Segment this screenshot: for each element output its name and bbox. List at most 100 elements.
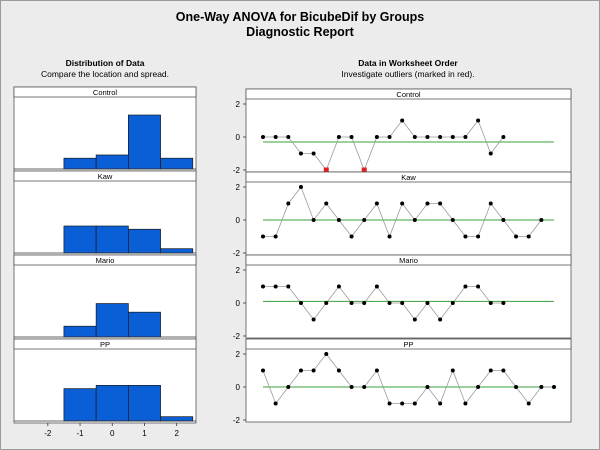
series-point [501, 368, 506, 373]
series-panel-control: Control 2 0 -2 [233, 88, 572, 175]
series-point [463, 135, 468, 139]
series-point [476, 234, 481, 239]
histogram-bar [63, 388, 97, 422]
series-point [298, 185, 303, 189]
series-point [374, 368, 379, 373]
series-y-tick-label: 0 [236, 216, 241, 225]
series-point [336, 368, 341, 373]
series-point [450, 135, 455, 139]
series-y-tick-label: -2 [233, 249, 241, 258]
series-point [526, 234, 531, 239]
histogram-bar [160, 157, 194, 170]
histogram-panel-pp: PP [13, 338, 197, 424]
series-point [286, 284, 291, 289]
series-strip-label: Kaw [401, 173, 416, 182]
series-panel-frame [245, 338, 572, 423]
series-panel-frame [245, 88, 572, 173]
worksheet-order-section-subtitle: Investigate outliers (marked in red). [341, 69, 474, 79]
histogram-bar [95, 303, 129, 338]
histogram-x-tick-label: -1 [76, 429, 84, 438]
histogram-bar [95, 385, 129, 422]
series-point [387, 301, 392, 305]
series-point [463, 234, 468, 239]
series-strip [245, 171, 572, 183]
series-point [374, 201, 379, 206]
series-point [349, 234, 354, 239]
series-panel-pp: PP 2 0 -2 [233, 338, 572, 425]
series-point [349, 135, 354, 139]
series-point [412, 401, 417, 406]
histogram-strip-label: Control [93, 88, 118, 97]
series-point [412, 218, 417, 222]
series-panel-kaw: Kaw 2 0 -2 [233, 171, 572, 258]
series-point [488, 368, 493, 373]
series-point [552, 385, 556, 389]
series-point [463, 401, 468, 406]
series-point [412, 317, 417, 322]
series-point [286, 201, 291, 206]
histogram-bar [63, 325, 97, 338]
series-strip-label: Control [396, 90, 421, 99]
histogram-x-tick-label: 0 [110, 429, 115, 438]
series-point [286, 385, 291, 389]
series-point [273, 135, 278, 139]
series-point [261, 135, 265, 139]
series-point [526, 401, 531, 406]
series-point [412, 135, 417, 139]
series-point [488, 151, 493, 156]
worksheet-order-section-title: Data in Worksheet Order [358, 58, 458, 68]
series-point [374, 135, 379, 139]
histogram-strip-label: PP [100, 340, 110, 349]
series-point [476, 118, 481, 123]
series-point [261, 234, 265, 239]
histogram-x-tick-label: 2 [174, 429, 179, 438]
series-point [476, 284, 481, 289]
series-point [514, 234, 519, 239]
series-point [387, 135, 392, 139]
series-point [336, 135, 341, 139]
series-y-tick-label: -2 [233, 416, 241, 425]
series-point [501, 135, 506, 139]
histogram-bar [128, 311, 161, 338]
series-strip [245, 254, 572, 266]
histogram-bar [160, 248, 194, 254]
histogram-bar [63, 157, 97, 170]
histogram-x-tick-label: 1 [142, 429, 147, 438]
series-point [349, 301, 354, 305]
series-point [298, 151, 303, 156]
distribution-section-subtitle: Compare the location and spread. [41, 69, 169, 79]
series-point [425, 201, 430, 206]
series-point [539, 218, 544, 222]
series-outlier-point [361, 167, 367, 173]
histogram-bar [95, 225, 129, 254]
series-point [273, 284, 278, 289]
series-point [261, 284, 265, 289]
series-point [324, 352, 329, 356]
series-point [400, 301, 405, 305]
histogram-bar [128, 385, 161, 422]
series-y-tick-label: 2 [236, 266, 241, 275]
series-point [349, 385, 354, 389]
histogram-bar [160, 416, 194, 422]
series-point [311, 368, 316, 373]
series-connector-line [263, 285, 504, 321]
series-point [539, 385, 544, 389]
series-y-tick-label: 0 [236, 383, 241, 392]
series-point [514, 385, 519, 389]
histogram-strip [13, 170, 197, 182]
histogram-strip-label: Kaw [98, 172, 113, 181]
series-point [450, 301, 455, 305]
series-y-tick-label: 2 [236, 100, 241, 109]
histogram-strip [13, 86, 197, 98]
series-point [362, 385, 367, 389]
report-subtitle: Diagnostic Report [246, 25, 354, 39]
series-y-tick-label: -2 [233, 166, 241, 175]
series-connector-line [262, 353, 554, 405]
series-point [298, 368, 303, 373]
series-strip-label: PP [403, 340, 413, 349]
series-point [400, 118, 405, 123]
series-point [324, 201, 329, 206]
histogram-bar [63, 225, 97, 254]
series-point [463, 284, 468, 289]
